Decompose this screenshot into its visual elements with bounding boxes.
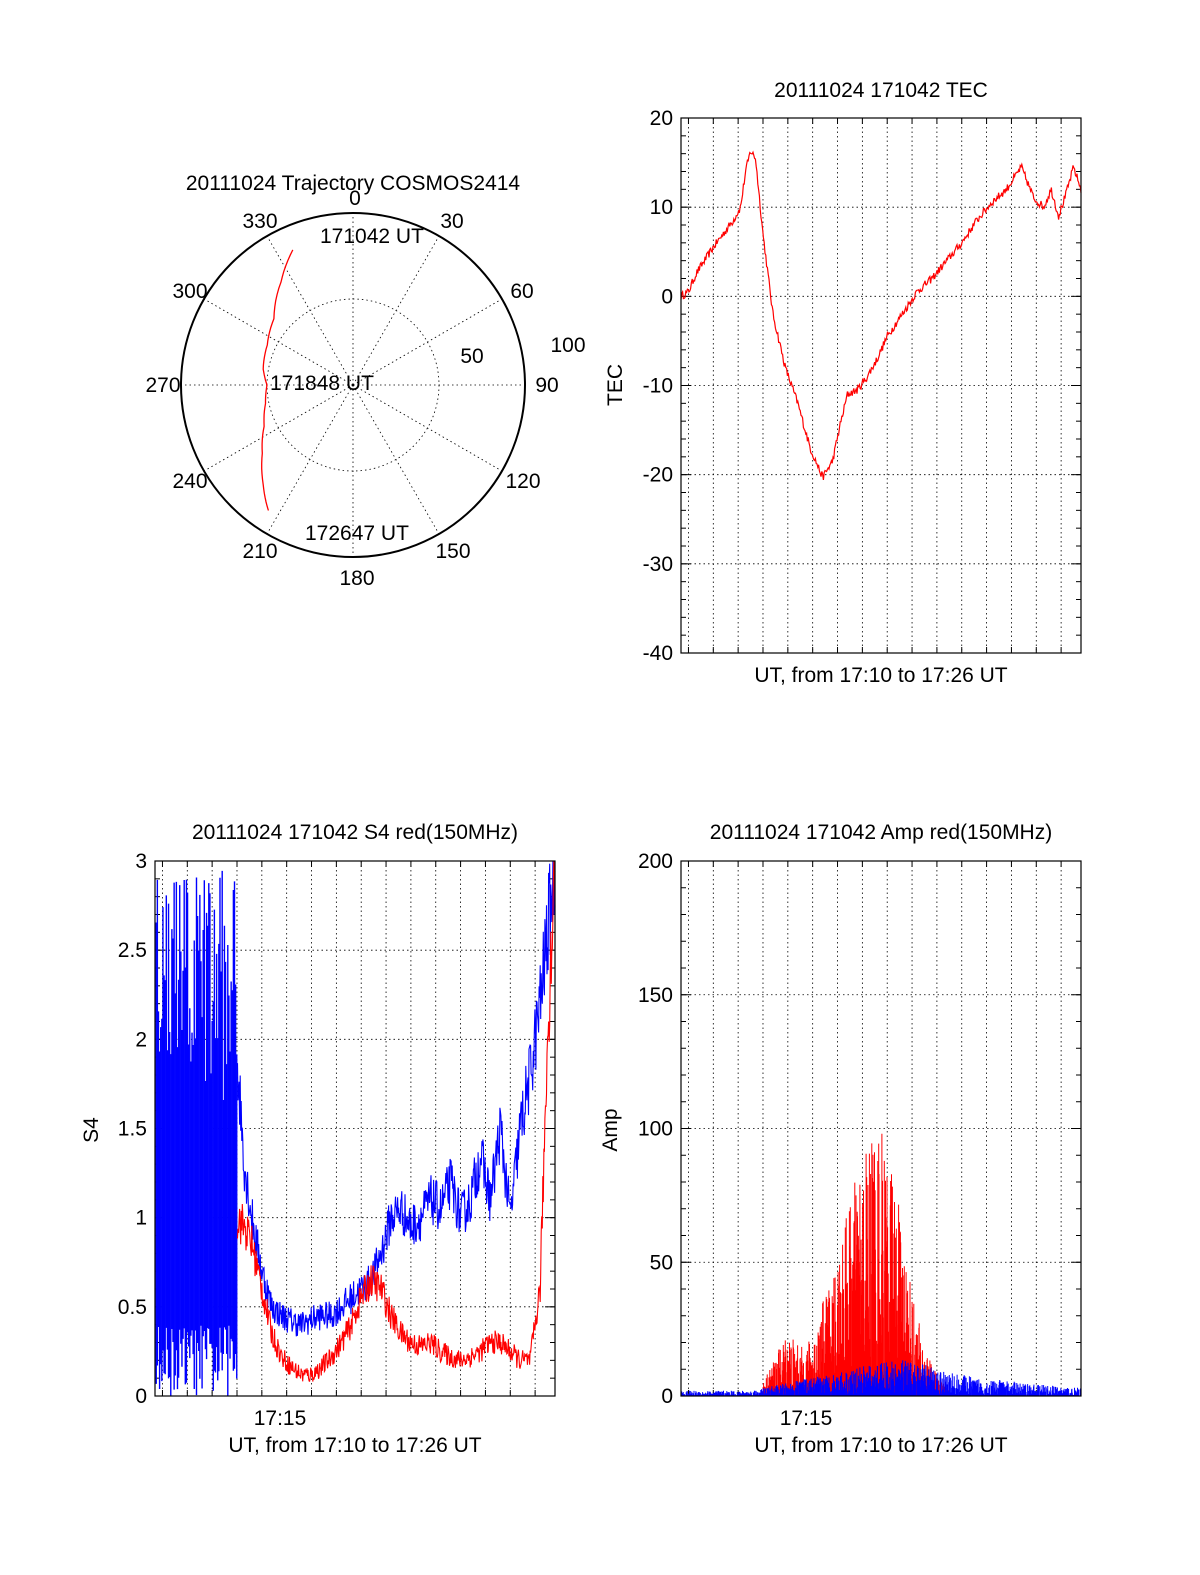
amp-plot: 20111024 171042 Amp red(150MHz) 200 150 10… <box>599 821 1082 1457</box>
y-tick-label: 200 <box>638 850 673 873</box>
radius-label-50: 50 <box>460 345 483 368</box>
tec-frame <box>680 117 1082 654</box>
y-tick-label: 2 <box>135 1028 147 1051</box>
y-tick-label: -20 <box>643 464 673 487</box>
tec-title: 20111024 171042 TEC <box>774 79 988 102</box>
y-tick-label: -40 <box>643 642 673 665</box>
y-tick-label: 0 <box>135 1385 147 1408</box>
s4-xlabel: UT, from 17:10 to 17:26 UT <box>228 1434 481 1457</box>
trajectory-title: 20111024 Trajectory COSMOS2414 <box>186 172 521 195</box>
tec-grid <box>681 117 1081 654</box>
amp-blue-series <box>680 1360 1082 1396</box>
polar-spoke <box>203 384 354 472</box>
tec-ylabel: TEC <box>604 364 627 406</box>
trajectory-line <box>261 249 294 511</box>
y-tick-label: 0.5 <box>118 1296 147 1319</box>
annotation-mid: 171848 UT <box>270 372 374 395</box>
polar-spoke <box>352 384 440 535</box>
azimuth-label: 0 <box>349 187 361 210</box>
s4-frame <box>154 860 556 1397</box>
azimuth-label: 240 <box>172 470 207 493</box>
s4-blue-series-line <box>236 860 556 1337</box>
y-tick-label: 100 <box>638 1118 673 1141</box>
azimuth-label: 120 <box>505 470 540 493</box>
s4-y-tick-labels: 3 2.5 2 1.5 1 0.5 0 <box>118 850 147 1408</box>
y-tick-label: 20 <box>650 107 673 130</box>
azimuth-label: 300 <box>172 280 207 303</box>
trajectory-plot: 20111024 Trajectory COSMOS2414 0 30 60 90 12… <box>145 172 585 590</box>
azimuth-label: 60 <box>510 280 533 303</box>
azimuth-label: 150 <box>435 540 470 563</box>
polar-outer-circle <box>180 212 526 558</box>
y-tick-label: 3 <box>135 850 147 873</box>
polar-spoke <box>352 235 440 386</box>
azimuth-label: 180 <box>339 567 374 590</box>
s4-xtick-label: 17:15 <box>254 1407 307 1430</box>
amp-ylabel: Amp <box>599 1108 622 1151</box>
amp-y-tick-labels: 200 150 100 50 0 <box>638 850 673 1408</box>
amp-title: 20111024 171042 Amp red(150MHz) <box>710 821 1052 844</box>
azimuth-label: 330 <box>242 210 277 233</box>
tec-xlabel: UT, from 17:10 to 17:26 UT <box>754 664 1007 687</box>
y-tick-label: 0 <box>661 1385 673 1408</box>
y-tick-label: 1 <box>135 1207 147 1230</box>
y-tick-label: -10 <box>643 375 673 398</box>
radius-label-100: 100 <box>550 334 585 357</box>
s4-title: 20111024 171042 S4 red(150MHz) <box>192 821 518 844</box>
azimuth-label: 90 <box>535 374 558 397</box>
amp-xlabel: UT, from 17:10 to 17:26 UT <box>754 1434 1007 1457</box>
polar-spoke <box>352 384 503 472</box>
tec-series-line <box>680 150 1082 480</box>
s4-red-series-line <box>236 860 556 1382</box>
y-tick-label: 1.5 <box>118 1118 147 1141</box>
y-tick-label: 50 <box>650 1251 673 1274</box>
annotation-start: 171042 UT <box>320 225 424 248</box>
azimuth-label: 270 <box>145 374 180 397</box>
amp-red-series <box>762 1133 950 1396</box>
y-tick-label: 0 <box>661 285 673 308</box>
polar-spoke <box>203 298 354 386</box>
azimuth-label: 210 <box>242 540 277 563</box>
annotation-end: 172647 UT <box>305 522 409 545</box>
polar-spoke <box>266 384 354 535</box>
y-tick-label: -30 <box>643 553 673 576</box>
s4-noisy-start <box>155 870 238 1396</box>
y-tick-label: 2.5 <box>118 939 147 962</box>
polar-spoke <box>266 235 354 386</box>
azimuth-label: 30 <box>440 210 463 233</box>
amp-xtick-label: 17:15 <box>780 1407 833 1430</box>
polar-spoke <box>352 298 503 386</box>
tec-plot: 20111024 171042 TEC 20 10 0 -10 -20 -30 -40 UT… <box>604 79 1082 687</box>
azimuth-labels: 0 30 60 90 120 150 180 210 240 270 300 330 <box>145 187 558 590</box>
tec-y-tick-labels: 20 10 0 -10 -20 -30 -40 <box>643 107 673 665</box>
s4-ylabel: S4 <box>80 1117 103 1143</box>
y-tick-label: 10 <box>650 196 673 219</box>
y-tick-label: 150 <box>638 984 673 1007</box>
amp-frame <box>680 860 1082 1397</box>
s4-plot: 20111024 171042 S4 red(150MHz) 3 2.5 2 1.5 1… <box>80 821 556 1457</box>
